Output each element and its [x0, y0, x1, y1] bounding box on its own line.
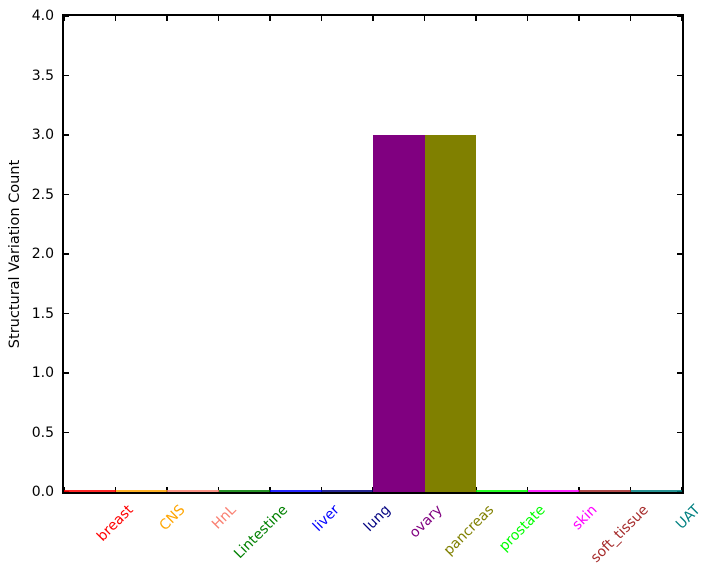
zero-bar-breast [64, 490, 116, 492]
x-tick-mark [578, 16, 580, 21]
x-tick-mark [629, 487, 632, 492]
y-tick-label: 3.5 [31, 67, 54, 84]
y-tick-mark [677, 15, 682, 17]
y-tick-mark [677, 74, 682, 77]
y-tick-label: 0.5 [31, 424, 54, 441]
x-tick-mark [63, 16, 65, 21]
y-tick-mark [677, 193, 682, 196]
y-tick-label: 1.5 [31, 305, 54, 322]
x-tick-mark [681, 487, 683, 492]
x-tick-label-breast: breast [94, 502, 137, 545]
x-tick-mark [372, 16, 374, 21]
y-tick-mark [677, 253, 682, 255]
zero-bar-Lintestine [218, 490, 270, 492]
x-tick-mark [269, 16, 271, 21]
bar-ovary [373, 135, 425, 492]
x-tick-mark [269, 487, 271, 492]
y-tick-mark [677, 372, 682, 374]
x-tick-label-skin: skin [569, 502, 601, 534]
x-tick-mark [372, 487, 374, 492]
y-tick-mark [64, 193, 69, 196]
x-tick-mark [320, 487, 323, 492]
y-tick-mark [677, 431, 682, 434]
plot-area [62, 14, 684, 494]
x-tick-mark [166, 487, 168, 492]
y-tick-mark [64, 431, 69, 434]
y-tick-mark [64, 312, 69, 315]
x-tick-mark [114, 16, 117, 21]
y-tick-label: 3.0 [31, 127, 54, 143]
x-tick-mark [526, 16, 529, 21]
x-tick-mark [475, 16, 477, 21]
x-tick-label-pancreas: pancreas [440, 502, 498, 559]
y-tick-mark [677, 134, 682, 136]
x-tick-label-Lintestine: Lintestine [231, 502, 292, 562]
zero-bar-lung [321, 490, 373, 492]
zero-bar-CNS [115, 490, 167, 492]
y-tick-label: 2.0 [31, 246, 54, 262]
x-tick-mark [629, 16, 632, 21]
y-tick-mark [64, 74, 69, 77]
x-tick-mark [578, 487, 580, 492]
y-tick-label: 2.5 [31, 186, 54, 203]
y-tick-mark [64, 134, 69, 136]
y-tick-mark [677, 312, 682, 315]
x-tick-label-lung: lung [361, 502, 395, 535]
x-tick-mark [423, 16, 426, 21]
x-tick-mark [63, 487, 65, 492]
x-tick-label-HnL: HnL [209, 502, 240, 533]
y-tick-label: 1.0 [31, 365, 54, 381]
y-tick-mark [64, 253, 69, 255]
y-tick-label: 0.0 [31, 484, 54, 500]
y-tick-mark [64, 372, 69, 374]
zero-bar-prostate [476, 490, 528, 492]
x-tick-label-CNS: CNS [156, 502, 189, 534]
x-tick-mark [217, 487, 220, 492]
bar-pancreas [424, 135, 476, 492]
x-tick-mark [217, 16, 220, 21]
zero-bar-skin [527, 490, 579, 492]
x-tick-mark [114, 487, 117, 492]
x-tick-mark [526, 487, 529, 492]
zero-bar-UAT [630, 490, 682, 492]
zero-bar-liver [270, 490, 322, 492]
x-tick-label-ovary: ovary [406, 502, 446, 542]
x-tick-mark [320, 16, 323, 21]
x-tick-mark [681, 16, 683, 21]
x-tick-label-UAT: UAT [672, 502, 704, 533]
zero-bar-soft_tissue [579, 490, 631, 492]
y-tick-label: 4.0 [31, 8, 54, 24]
y-tick-mark [64, 15, 69, 17]
x-tick-label-liver: liver [309, 502, 343, 535]
zero-bar-HnL [167, 490, 219, 492]
x-tick-mark [166, 16, 168, 21]
x-tick-label-prostate: prostate [496, 502, 549, 555]
